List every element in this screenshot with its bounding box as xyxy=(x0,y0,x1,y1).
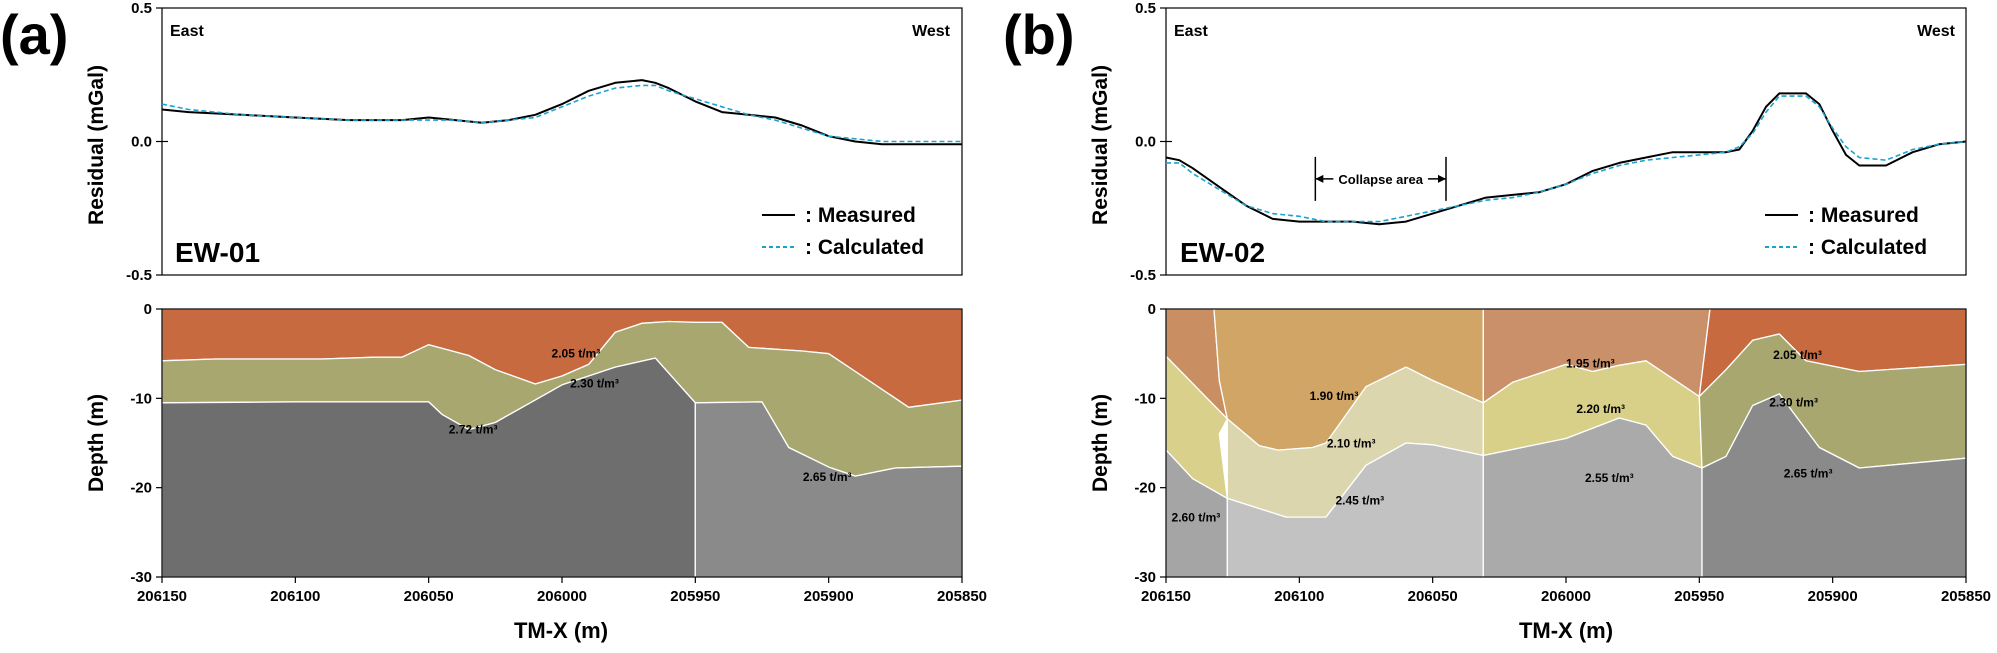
top-ylabel-a: Residual (mGal) xyxy=(85,65,108,225)
bottom-ytick-label-b: -10 xyxy=(1134,390,1156,407)
xtick-label-b: 205850 xyxy=(1941,588,1991,605)
top-ytick-label-a: 0.0 xyxy=(131,134,152,151)
xtick-label-a: 205850 xyxy=(937,588,987,605)
xtick-label-a: 206050 xyxy=(404,588,454,605)
profile-label-b: EW-02 xyxy=(1180,237,1265,268)
collapse-label-bg xyxy=(1333,169,1428,188)
chart-marks: 0.5 0.0 -0.5 0.5 0.0 -0.5 2.05 t/m³ 2.30 t/m³ 2.… xyxy=(126,0,1991,605)
top-plot-frame-a xyxy=(161,7,963,276)
legend-measured-label-b: : Measured xyxy=(1808,204,1919,227)
west-label-a: West xyxy=(912,23,951,40)
bottom-ytick-label-b: -30 xyxy=(1134,569,1156,586)
xtick-label-a: 206000 xyxy=(537,588,587,605)
legend-measured-label-a: : Measured xyxy=(805,204,916,227)
collapse-label: Collapse area xyxy=(1338,172,1423,187)
top-ytick-label-b: 0.5 xyxy=(1135,0,1156,17)
density-label-b-10: 2.30 t/m³ xyxy=(1769,395,1818,409)
xtick-label-a: 205950 xyxy=(670,588,720,605)
top-ytick-label-a: 0.5 xyxy=(131,0,152,17)
density-label-b-8: 2.55 t/m³ xyxy=(1585,471,1634,485)
legend-a: : Measured : Calculated xyxy=(762,204,924,259)
density-label-b-3: 1.90 t/m³ xyxy=(1310,389,1359,403)
legend-calculated-label-a: : Calculated xyxy=(805,236,924,259)
xtick-label-a: 206100 xyxy=(270,588,320,605)
legend-calculated-label-b: : Calculated xyxy=(1808,236,1927,259)
density-label-b-6: 1.95 t/m³ xyxy=(1566,356,1615,370)
bottom-ytick-label-a: -10 xyxy=(130,390,152,407)
density-label-b-2: 2.60 t/m³ xyxy=(1172,510,1221,524)
collapse-arrowhead-right xyxy=(1438,174,1446,183)
density-label-b-7: 2.20 t/m³ xyxy=(1576,402,1625,416)
density-label-b-11: 2.65 t/m³ xyxy=(1784,466,1833,480)
east-label-a: East xyxy=(170,23,204,40)
density-label-a-2: 2.72 t/m³ xyxy=(449,422,498,436)
west-label-b: West xyxy=(1917,23,1956,40)
bottom-ytick-label-a: -30 xyxy=(130,569,152,586)
bottom-ytick-label-a: 0 xyxy=(144,301,152,318)
xtick-label-b: 206000 xyxy=(1541,588,1591,605)
density-label-b-4: 2.10 t/m³ xyxy=(1327,437,1376,451)
xtick-label-b: 205950 xyxy=(1674,588,1724,605)
profile-label-a: EW-01 xyxy=(175,237,260,268)
xtick-label-a: 205900 xyxy=(804,588,854,605)
bottom-ylabel-a: Depth (m) xyxy=(85,394,108,492)
density-label-b-9: 2.05 t/m³ xyxy=(1773,348,1822,362)
bottom-ytick-label-b: 0 xyxy=(1148,301,1156,318)
density-label-a-3: 2.65 t/m³ xyxy=(803,470,852,484)
top-ylabel-b: Residual (mGal) xyxy=(1089,65,1112,225)
top-ytick-label-a: -0.5 xyxy=(126,267,152,284)
bottom-ylabel-b: Depth (m) xyxy=(1089,394,1112,492)
series-calculated-line-b xyxy=(1166,95,1967,223)
xtick-label-b: 206150 xyxy=(1141,588,1191,605)
density-label-a-1: 2.30 t/m³ xyxy=(570,376,619,390)
legend-b: : Measured : Calculated xyxy=(1765,204,1927,259)
xtick-label-b: 206050 xyxy=(1408,588,1458,605)
bottom-ytick-label-b: -20 xyxy=(1134,480,1156,497)
xlabel-b: TM-X (m) xyxy=(1519,618,1613,643)
collapse-arrowhead-left xyxy=(1315,174,1324,183)
collapse-annotation: Collapse area xyxy=(1314,156,1447,201)
panel-letter-a: (a) xyxy=(0,3,68,66)
xtick-label-b: 206100 xyxy=(1274,588,1324,605)
density-label-b-5: 2.45 t/m³ xyxy=(1335,494,1384,508)
top-plot-frame-b xyxy=(1165,7,1967,276)
panel-letter-b: (b) xyxy=(1003,3,1075,66)
top-ytick-label-b: -0.5 xyxy=(1130,267,1156,284)
east-label-b: East xyxy=(1174,23,1208,40)
bottom-ytick-label-a: -20 xyxy=(130,480,152,497)
xlabel-a: TM-X (m) xyxy=(514,618,608,643)
series-measured-line-b xyxy=(1165,92,1967,226)
series-calculated-line-a xyxy=(161,84,962,143)
series-measured-line-a xyxy=(161,79,962,146)
xtick-label-a: 206150 xyxy=(137,588,187,605)
density-label-a-0: 2.05 t/m³ xyxy=(552,347,601,361)
xtick-label-b: 205900 xyxy=(1808,588,1858,605)
top-ytick-label-b: 0.0 xyxy=(1135,134,1156,151)
